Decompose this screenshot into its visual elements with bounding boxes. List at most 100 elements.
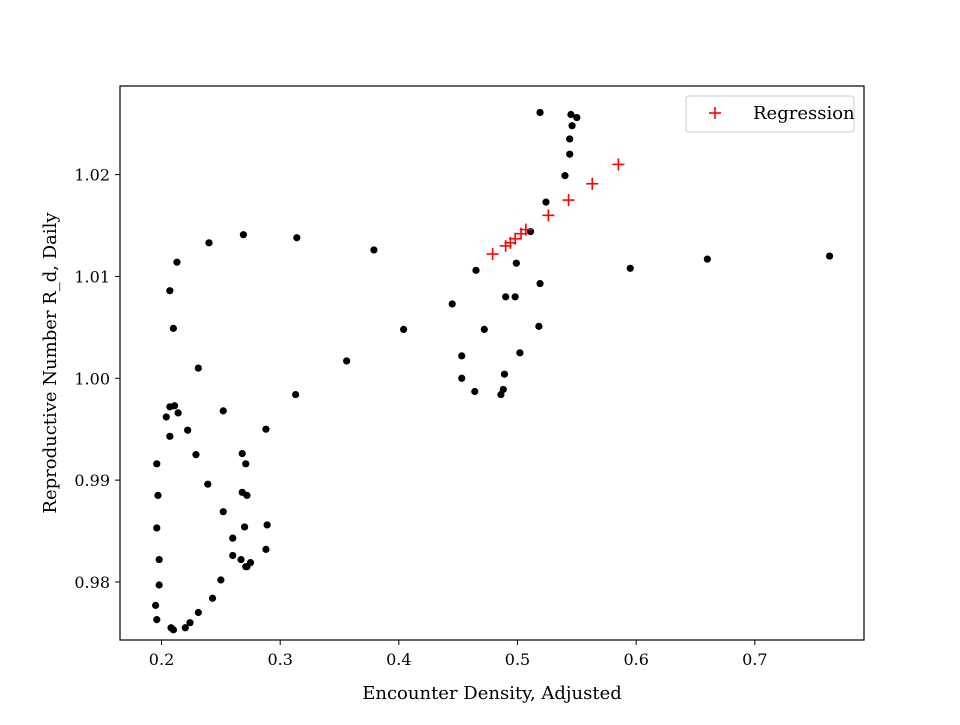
regression-point: [542, 209, 555, 222]
data-point: [243, 491, 251, 499]
data-point: [561, 172, 569, 180]
data-point: [825, 252, 834, 260]
data-point: [154, 491, 162, 499]
x-tick-label: 0.3: [267, 650, 292, 669]
data-point: [169, 626, 177, 634]
data-point: [567, 110, 575, 119]
regression-point: [519, 223, 532, 236]
data-points: [151, 108, 834, 634]
data-point: [186, 619, 194, 627]
y-axis-ticks: 0.98 0.99 1.00 1.01 1.02: [74, 166, 120, 592]
data-point: [399, 325, 408, 333]
regression-point: [562, 194, 575, 207]
x-tick-label: 0.7: [742, 650, 767, 669]
data-point: [499, 385, 507, 394]
data-point: [204, 480, 212, 488]
data-point: [217, 576, 225, 584]
legend-plus-icon: [709, 107, 721, 119]
data-point: [343, 357, 351, 365]
y-tick-label: 1.00: [74, 369, 110, 388]
data-point: [155, 581, 163, 589]
regression-point: [612, 158, 625, 171]
y-tick-label: 1.01: [74, 267, 110, 286]
data-point: [242, 460, 250, 468]
data-point: [458, 374, 466, 382]
data-point: [240, 523, 249, 531]
x-axis-ticks: 0.2 0.3 0.4 0.5 0.6 0.7: [149, 640, 768, 669]
data-point: [166, 287, 174, 295]
data-point: [219, 407, 227, 415]
data-point: [153, 616, 161, 624]
data-point: [162, 413, 170, 421]
y-axis-label: Reproductive Number R_d, Daily: [40, 212, 61, 514]
legend-marker-regression: [709, 107, 721, 119]
data-point: [262, 545, 270, 553]
data-point: [448, 300, 456, 308]
y-tick-label: 1.02: [74, 166, 110, 185]
x-tick-label: 0.6: [623, 650, 648, 669]
data-point: [471, 387, 479, 396]
data-point: [536, 279, 544, 288]
data-point: [472, 266, 480, 274]
data-point: [166, 432, 174, 440]
data-point: [511, 293, 519, 301]
data-point: [246, 559, 255, 567]
data-point: [292, 390, 300, 399]
data-point: [500, 370, 509, 378]
data-point: [568, 122, 576, 130]
data-point: [194, 364, 202, 372]
data-point: [181, 624, 189, 632]
data-point: [536, 108, 544, 117]
y-tick-label: 0.99: [74, 471, 110, 490]
data-point: [229, 534, 237, 542]
data-point: [703, 255, 711, 263]
data-point: [239, 231, 248, 239]
regression-point: [486, 248, 499, 261]
data-point: [229, 551, 237, 560]
regression-point: [586, 177, 599, 190]
legend: Regression: [685, 95, 855, 133]
data-point: [219, 508, 227, 516]
data-point: [458, 352, 466, 360]
plot-frame: [119, 85, 865, 641]
data-point: [153, 460, 161, 468]
x-tick-label: 0.4: [386, 650, 411, 669]
data-point: [573, 113, 581, 122]
x-tick-label: 0.2: [149, 650, 174, 669]
legend-label-regression: Regression: [753, 103, 855, 124]
data-point: [205, 239, 213, 247]
data-point: [263, 521, 271, 529]
plot-area: [120, 86, 864, 640]
data-point: [174, 409, 182, 417]
data-point: [542, 198, 550, 206]
data-point: [194, 608, 202, 617]
data-point: [293, 234, 301, 242]
data-point: [370, 246, 378, 254]
legend-box: [685, 95, 855, 133]
data-point: [153, 524, 161, 532]
data-point: [480, 325, 488, 333]
data-point: [535, 322, 543, 330]
data-point: [626, 264, 634, 272]
data-point: [566, 150, 574, 158]
data-point: [208, 594, 217, 602]
data-point: [173, 258, 181, 266]
data-point: [151, 601, 160, 609]
x-axis-label: Encounter Density, Adjusted: [362, 683, 622, 704]
data-point: [566, 135, 574, 143]
data-point: [238, 450, 246, 458]
data-point: [512, 259, 520, 267]
y-tick-label: 0.98: [74, 573, 110, 592]
data-point: [262, 425, 270, 433]
data-point: [169, 324, 177, 332]
data-point: [237, 555, 245, 564]
data-point: [502, 293, 510, 301]
data-point: [516, 349, 524, 357]
data-point: [184, 426, 192, 434]
regression-point: [509, 232, 522, 245]
x-tick-label: 0.5: [505, 650, 530, 669]
data-point: [155, 555, 163, 564]
data-point: [192, 451, 200, 459]
